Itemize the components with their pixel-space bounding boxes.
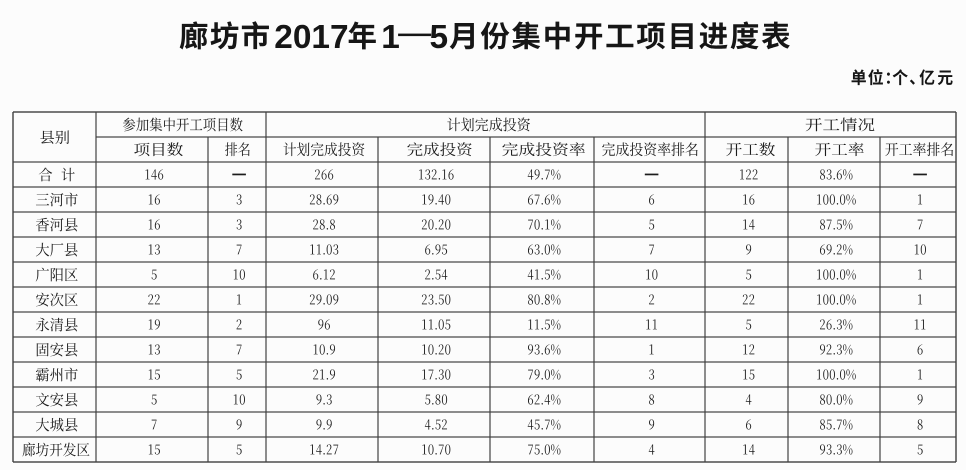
svg-text:1: 1 <box>381 19 400 56</box>
svg-text:5: 5 <box>430 19 449 56</box>
svg-text:2017: 2017 <box>274 19 348 56</box>
